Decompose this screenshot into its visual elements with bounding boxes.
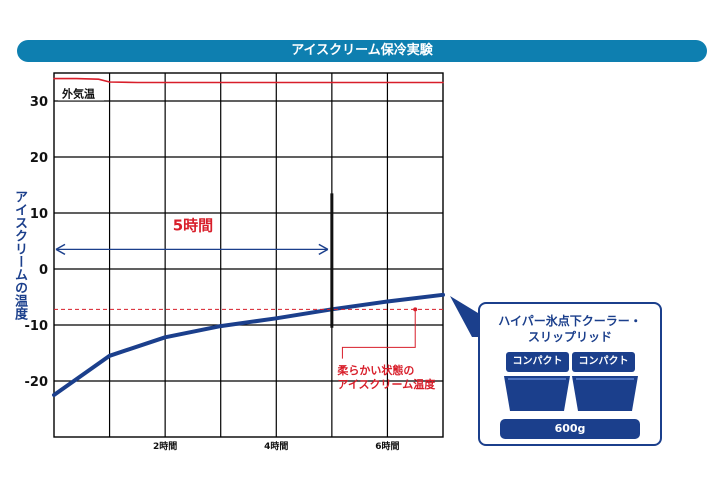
x-tick-label: 4時間 [264,440,288,452]
duration-label-bg [166,214,219,235]
series-line-outside-temperature [53,77,444,84]
product-callout: ハイパー氷点下クーラー・ スリップリッド コンパクト コンパクト 600g [478,302,662,446]
capacity-badge: 600g [500,419,640,439]
callout-arrow [450,296,478,337]
series: 外気温 [52,77,445,397]
y-tick-label: 10 [30,207,48,222]
x-tick-label: 6時間 [375,440,399,452]
y-tick-label: -10 [25,319,49,334]
product-title: ハイパー氷点下クーラー・ スリップリッド [480,313,660,345]
y-tick-label: 30 [30,95,48,110]
soft-state-label-line: 柔らかい状態の [336,363,414,377]
cooler-cup-right [572,376,638,411]
y-tick-label: 20 [30,151,48,166]
outside-temp-label: 外気温 [61,87,95,101]
x-tick-label: 2時間 [153,440,177,452]
y-axis-ticks: -20 -10 0 10 20 30 [25,95,49,390]
soft-state-label-line: アイスクリーム温度 [337,377,436,391]
compact-tag-right: コンパクト [572,352,635,372]
compact-tag-left: コンパクト [506,352,569,372]
duration-arrow-head-left [55,243,66,256]
product-title-line2: スリップリッド [527,330,612,344]
soft-state-leader [341,309,416,359]
duration-arrow-head-right [318,243,329,256]
y-tick-label: 0 [39,263,48,278]
grid [53,72,444,438]
chart-title-banner: アイスクリーム保冷実験 [17,40,707,62]
outside-temp-label-bg [58,84,104,101]
series-line-ice-cream-temperature [52,292,445,397]
product-title-line1: ハイパー氷点下クーラー・ [498,314,642,328]
duration-label: 5時間 [173,216,213,234]
plot-frame [53,72,444,438]
y-tick-label: -20 [25,375,49,390]
x-axis-ticks: 2時間 4時間 6時間 [153,440,400,452]
cooler-cups-illustration [504,376,638,411]
y-axis-label: アイスクリームの温度 [12,190,27,320]
cooler-cup-left [504,376,570,411]
